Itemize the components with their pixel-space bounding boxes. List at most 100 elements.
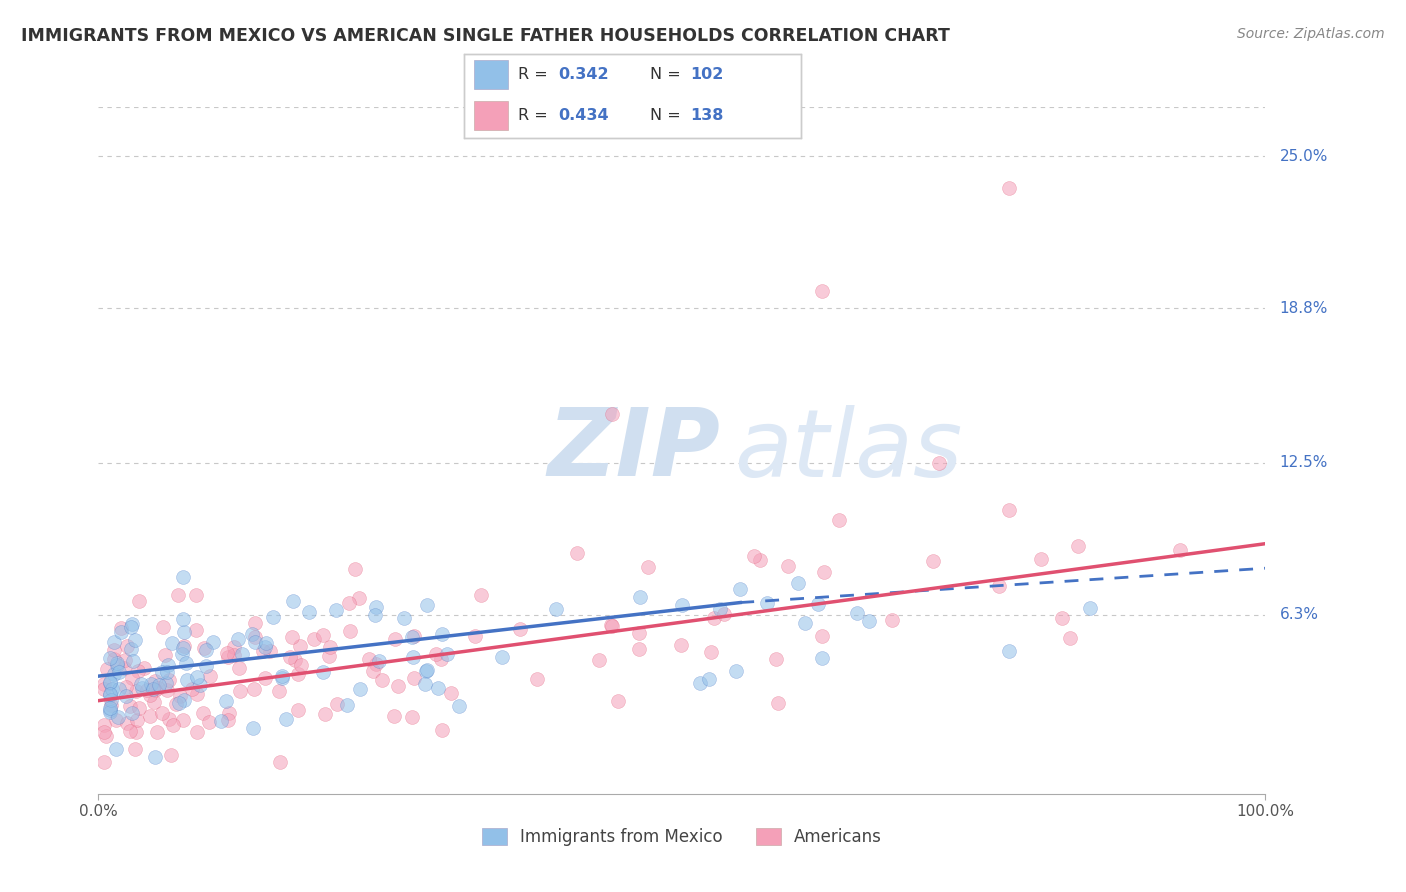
Point bbox=[270, 671, 292, 685]
Point bbox=[146, 681, 169, 696]
Point bbox=[700, 645, 723, 659]
Point bbox=[787, 576, 810, 591]
Point bbox=[131, 681, 153, 695]
Point bbox=[165, 697, 187, 711]
Point bbox=[748, 552, 770, 566]
Point bbox=[188, 678, 211, 692]
Point bbox=[153, 648, 176, 663]
Point bbox=[231, 648, 253, 662]
Bar bbox=[474, 101, 508, 130]
Point bbox=[429, 652, 451, 666]
Point bbox=[191, 706, 214, 720]
Point bbox=[846, 606, 869, 620]
Point bbox=[607, 694, 630, 708]
Point bbox=[217, 646, 239, 660]
Point bbox=[394, 611, 416, 625]
Point bbox=[828, 513, 851, 527]
Point bbox=[401, 710, 423, 724]
Point bbox=[118, 723, 141, 738]
Point bbox=[243, 635, 266, 649]
Point bbox=[156, 665, 179, 679]
Point bbox=[93, 717, 115, 731]
Point bbox=[217, 650, 239, 665]
Point bbox=[181, 681, 204, 696]
Point bbox=[93, 681, 115, 696]
Point bbox=[202, 634, 225, 648]
Point bbox=[928, 456, 950, 470]
Point bbox=[425, 647, 447, 661]
Point bbox=[778, 558, 800, 573]
Point bbox=[110, 621, 132, 635]
Point bbox=[387, 679, 409, 693]
Point bbox=[401, 630, 423, 644]
Point bbox=[311, 665, 333, 679]
Point bbox=[114, 652, 136, 666]
Point bbox=[105, 713, 128, 727]
Point bbox=[156, 683, 179, 698]
Text: IMMIGRANTS FROM MEXICO VS AMERICAN SINGLE FATHER HOUSEHOLDS CORRELATION CHART: IMMIGRANTS FROM MEXICO VS AMERICAN SINGL… bbox=[21, 27, 950, 45]
Point bbox=[290, 658, 312, 673]
Bar bbox=[474, 61, 508, 89]
Point bbox=[287, 703, 309, 717]
Point bbox=[121, 671, 143, 685]
Point bbox=[132, 660, 155, 674]
Point bbox=[115, 639, 138, 653]
Point bbox=[319, 640, 342, 654]
Point bbox=[174, 656, 197, 670]
Point bbox=[145, 673, 167, 688]
Point bbox=[1067, 539, 1090, 553]
Point bbox=[987, 579, 1010, 593]
Point bbox=[101, 681, 124, 696]
Point bbox=[284, 653, 307, 667]
Point bbox=[93, 755, 115, 769]
Point bbox=[98, 701, 121, 715]
Point bbox=[709, 601, 731, 615]
Point bbox=[98, 650, 121, 665]
Point bbox=[200, 669, 222, 683]
Point bbox=[254, 636, 277, 650]
Point bbox=[404, 630, 426, 644]
Point bbox=[921, 554, 943, 568]
Point bbox=[173, 639, 195, 653]
Point bbox=[186, 687, 208, 701]
Point bbox=[167, 588, 190, 602]
Point bbox=[509, 622, 531, 636]
Point bbox=[242, 721, 264, 735]
Point bbox=[1050, 611, 1073, 625]
Point bbox=[337, 596, 360, 610]
Point bbox=[172, 640, 194, 655]
Point bbox=[276, 712, 298, 726]
Point bbox=[416, 599, 439, 613]
Point bbox=[141, 677, 163, 691]
Point bbox=[382, 708, 405, 723]
Point bbox=[169, 690, 191, 704]
Point bbox=[150, 706, 173, 720]
Point bbox=[730, 582, 752, 596]
Point bbox=[197, 714, 219, 729]
Text: N =: N = bbox=[650, 108, 686, 123]
Point bbox=[107, 710, 129, 724]
Point bbox=[415, 664, 437, 678]
Point bbox=[184, 623, 207, 637]
Point bbox=[121, 706, 143, 721]
Point bbox=[138, 688, 160, 702]
Point bbox=[186, 724, 208, 739]
Text: R =: R = bbox=[517, 67, 553, 82]
Point bbox=[336, 698, 359, 713]
Point bbox=[402, 650, 425, 665]
Point bbox=[1059, 631, 1081, 645]
Point bbox=[228, 684, 250, 698]
Point bbox=[697, 672, 720, 686]
Point bbox=[172, 713, 194, 727]
Point bbox=[359, 652, 381, 666]
Point bbox=[600, 407, 623, 421]
Point bbox=[150, 665, 173, 679]
Point bbox=[628, 591, 651, 605]
Point bbox=[98, 705, 121, 719]
Point bbox=[103, 652, 125, 666]
Text: 6.3%: 6.3% bbox=[1279, 607, 1319, 623]
Point bbox=[224, 648, 246, 662]
Point bbox=[243, 616, 266, 631]
Point bbox=[128, 594, 150, 608]
Text: Source: ZipAtlas.com: Source: ZipAtlas.com bbox=[1237, 27, 1385, 41]
